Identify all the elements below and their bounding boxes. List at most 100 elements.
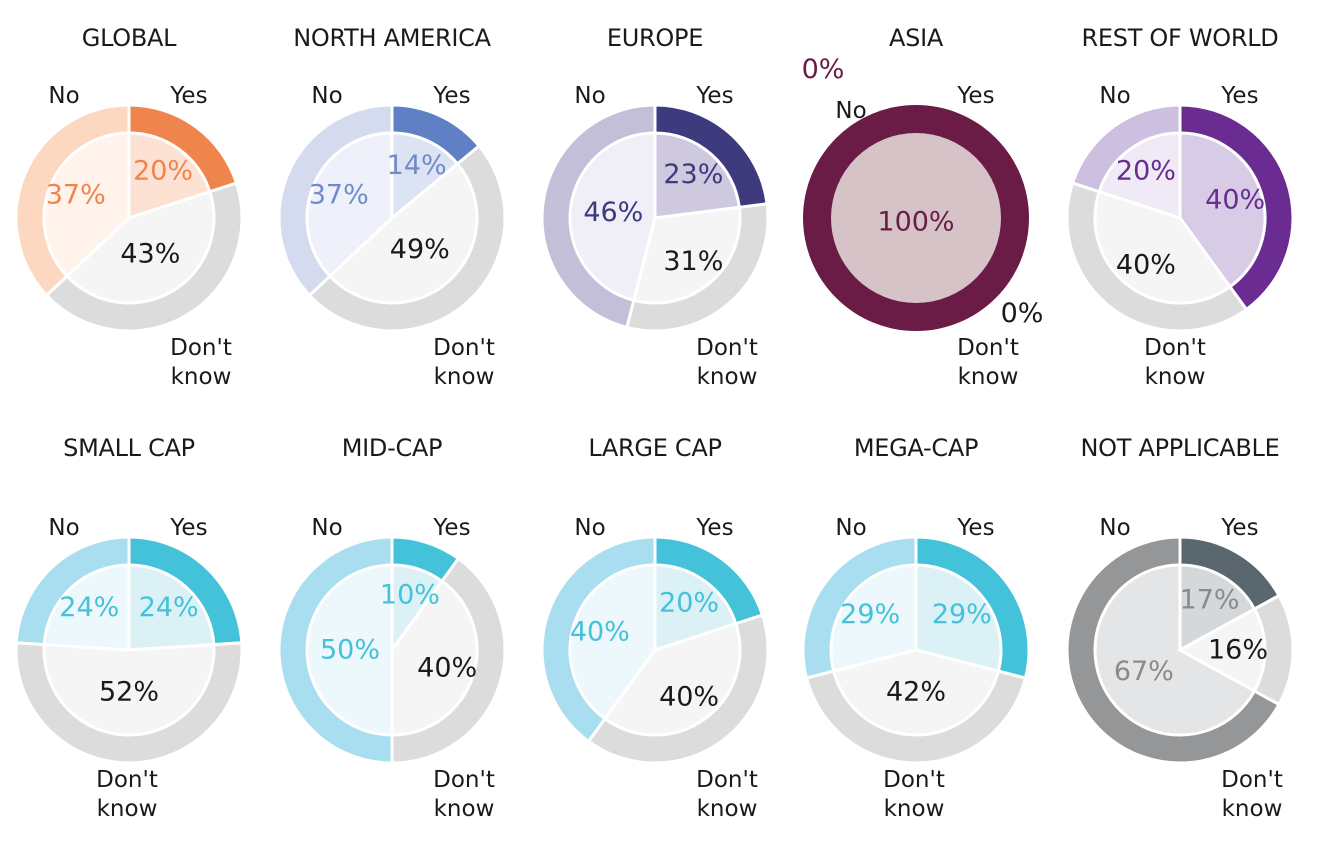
slice-yes-inner xyxy=(653,131,742,220)
slice-yes-inner xyxy=(914,563,1003,673)
value-label-no: 0% xyxy=(802,54,845,85)
donut-chart-europe: EUROPE 23% 46% 31% Yes No Don't know xyxy=(540,24,770,390)
category-label-dont-know-line2: know xyxy=(697,364,758,390)
value-label-no: 24% xyxy=(59,592,119,623)
slice-yes-inner xyxy=(1178,131,1267,289)
value-label-dont-know: 40% xyxy=(659,681,719,712)
slice-no-inner xyxy=(42,131,131,279)
category-label-dont-know: Don't know xyxy=(957,335,1019,390)
chart-title: GLOBAL xyxy=(82,24,177,52)
slice-yes-inner xyxy=(127,563,216,652)
category-label-dont-know-line1: Don't xyxy=(433,335,495,361)
value-label-yes: 29% xyxy=(932,599,992,630)
slice-yes-inner xyxy=(390,131,460,222)
category-label-yes: Yes xyxy=(695,515,733,541)
donut-chart-small-cap: SMALL CAP 24% 24% 52% Yes No Don't know xyxy=(14,434,244,822)
value-label-no: 40% xyxy=(570,617,630,648)
slice-dont-know-inner xyxy=(64,189,216,305)
donut-chart-mid-cap: MID-CAP 10%50% 40% Yes No Don't know xyxy=(277,434,507,822)
value-label-yes: 10% xyxy=(380,579,440,610)
category-label-dont-know-line1: Don't xyxy=(883,767,945,793)
category-label-dont-know: Don't know xyxy=(1144,335,1206,390)
category-label-dont-know-line1: Don't xyxy=(1144,335,1206,361)
value-label-dont-know: 40% xyxy=(417,652,477,683)
chart-title: ASIA xyxy=(889,24,944,52)
chart-title: NORTH AMERICA xyxy=(293,24,491,52)
category-label-dont-know-line1: Don't xyxy=(96,767,158,793)
slice-dont-know-inner xyxy=(327,161,479,305)
category-label-no: No xyxy=(835,98,866,124)
value-label-no: 29% xyxy=(840,599,900,630)
slice-no-inner xyxy=(1093,563,1257,737)
value-label-yes: 14% xyxy=(387,150,447,181)
slice-no-inner xyxy=(568,131,657,303)
value-label-yes: 17% xyxy=(1180,585,1240,616)
value-label-yes: 24% xyxy=(139,592,199,623)
chart-title: MEGA-CAP xyxy=(854,434,978,462)
value-label-yes: 20% xyxy=(659,588,719,619)
donut-chart-large-cap: LARGE CAP 20% 40% 40% Yes No Don't know xyxy=(540,434,770,822)
value-label-yes: 20% xyxy=(133,156,193,187)
donut-chart-north-america: NORTH AMERICA 14% 37% 49% Yes No Don't know xyxy=(277,24,507,390)
value-label-dont-know: 52% xyxy=(99,677,159,708)
category-label-dont-know-line2: know xyxy=(958,364,1019,390)
slice-dont-know-inner xyxy=(42,643,216,737)
category-label-yes: Yes xyxy=(1220,83,1258,109)
category-label-dont-know: Don't know xyxy=(96,767,158,822)
category-label-dont-know-line2: know xyxy=(97,796,158,822)
category-label-dont-know-line1: Don't xyxy=(170,335,232,361)
chart-title: EUROPE xyxy=(607,24,703,52)
value-label-no: 50% xyxy=(320,635,380,666)
category-label-no: No xyxy=(48,83,79,109)
category-label-no: No xyxy=(835,515,866,541)
value-label-dont-know: 16% xyxy=(1208,635,1268,666)
chart-title: LARGE CAP xyxy=(588,434,721,462)
category-label-dont-know-line2: know xyxy=(1222,796,1283,822)
value-label-yes: 23% xyxy=(663,159,723,190)
category-label-dont-know-line2: know xyxy=(1145,364,1206,390)
value-label-dont-know: 42% xyxy=(886,677,946,708)
category-label-no: No xyxy=(574,515,605,541)
category-label-dont-know-line2: know xyxy=(434,796,495,822)
chart-title: REST OF WORLD xyxy=(1082,24,1279,52)
value-label-no: 20% xyxy=(1116,156,1176,187)
category-label-no: No xyxy=(48,515,79,541)
category-label-yes: Yes xyxy=(169,515,207,541)
value-label-no: 37% xyxy=(46,179,106,210)
donut-chart-mega-cap: MEGA-CAP 29% 29% 42% Yes No Don't know xyxy=(801,434,1031,822)
value-label-no: 67% xyxy=(1114,656,1174,687)
value-label-dont-know: 31% xyxy=(663,246,723,277)
category-label-dont-know-line1: Don't xyxy=(696,767,758,793)
category-label-yes: Yes xyxy=(695,83,733,109)
chart-title: SMALL CAP xyxy=(63,434,195,462)
category-label-dont-know: Don't know xyxy=(1221,767,1283,822)
category-label-dont-know-line1: Don't xyxy=(433,767,495,793)
category-label-no: No xyxy=(1099,83,1130,109)
value-label-no: 37% xyxy=(309,179,369,210)
donut-chart-rest-of-world: REST OF WORLD 40% 20% 40% Yes No Don't know xyxy=(1065,24,1295,390)
category-label-yes: Yes xyxy=(956,83,994,109)
category-label-dont-know: Don't know xyxy=(696,767,758,822)
value-label-dont-know: 43% xyxy=(120,239,180,270)
value-label-yes: 40% xyxy=(1205,185,1265,216)
category-label-yes: Yes xyxy=(956,515,994,541)
slice-no-inner xyxy=(568,563,657,721)
category-label-yes: Yes xyxy=(1220,515,1258,541)
value-label-yes: 100% xyxy=(877,207,954,238)
value-label-no: 46% xyxy=(583,197,643,228)
chart-title: MID-CAP xyxy=(342,434,442,462)
category-label-dont-know-line2: know xyxy=(434,364,495,390)
value-label-dont-know: 40% xyxy=(1116,249,1176,280)
category-label-yes: Yes xyxy=(432,83,470,109)
category-label-dont-know: Don't know xyxy=(883,767,945,822)
category-label-no: No xyxy=(311,83,342,109)
category-label-yes: Yes xyxy=(169,83,207,109)
category-label-no: No xyxy=(1099,515,1130,541)
slice-dont-know-inner xyxy=(390,579,479,737)
slice-dont-know-inner xyxy=(602,621,742,737)
chart-title: NOT APPLICABLE xyxy=(1081,434,1280,462)
slice-no-inner xyxy=(305,563,394,737)
donut-chart-not-applicable: NOT APPLICABLE 17% 67% 16% Yes No Don't know xyxy=(1065,434,1295,822)
donut-chart-global: GLOBAL 20% 37% 43% Yes No Don't know xyxy=(14,24,244,390)
slice-no-inner xyxy=(829,563,918,673)
